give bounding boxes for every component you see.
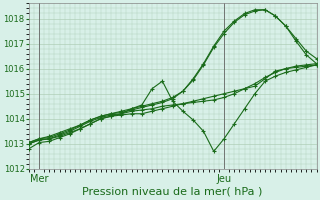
X-axis label: Pression niveau de la mer( hPa ): Pression niveau de la mer( hPa ) [83, 187, 263, 197]
